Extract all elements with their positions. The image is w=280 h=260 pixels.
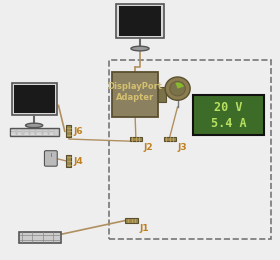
Bar: [125, 218, 138, 223]
Bar: [49, 130, 54, 131]
Text: 5.4 A: 5.4 A: [211, 118, 246, 131]
Circle shape: [165, 77, 190, 100]
Text: DisplayPort
Adapter: DisplayPort Adapter: [108, 82, 163, 102]
Bar: [36, 132, 41, 133]
Bar: [11, 130, 16, 131]
Text: J2: J2: [144, 143, 153, 152]
Bar: [49, 132, 54, 133]
Bar: [17, 132, 22, 133]
Bar: [24, 132, 29, 133]
Text: 20 V: 20 V: [214, 101, 243, 114]
Text: J1: J1: [139, 224, 149, 233]
Text: J6: J6: [73, 127, 83, 136]
Bar: [14, 85, 55, 113]
Bar: [43, 130, 48, 131]
Bar: [24, 130, 29, 131]
Bar: [36, 130, 41, 131]
Bar: [10, 128, 59, 136]
Bar: [11, 133, 16, 135]
FancyBboxPatch shape: [45, 151, 57, 166]
Wedge shape: [175, 82, 184, 89]
Bar: [193, 95, 264, 135]
Bar: [49, 133, 54, 135]
Bar: [30, 133, 35, 135]
Bar: [36, 133, 41, 135]
Bar: [11, 132, 16, 133]
Ellipse shape: [131, 46, 149, 51]
Bar: [109, 60, 271, 239]
Bar: [17, 130, 22, 131]
Bar: [116, 4, 164, 38]
Bar: [118, 6, 162, 36]
Bar: [12, 83, 57, 115]
Text: J4: J4: [73, 157, 83, 166]
Bar: [43, 132, 48, 133]
Bar: [66, 125, 71, 138]
Bar: [24, 133, 29, 135]
Bar: [158, 87, 166, 102]
Bar: [130, 137, 142, 141]
Ellipse shape: [25, 123, 43, 128]
Bar: [164, 137, 176, 141]
Text: J3: J3: [178, 143, 187, 152]
Bar: [66, 155, 71, 167]
Bar: [30, 130, 35, 131]
Circle shape: [170, 81, 185, 96]
Bar: [112, 72, 158, 117]
Bar: [19, 231, 60, 243]
Bar: [43, 133, 48, 135]
Bar: [30, 132, 35, 133]
Bar: [17, 133, 22, 135]
